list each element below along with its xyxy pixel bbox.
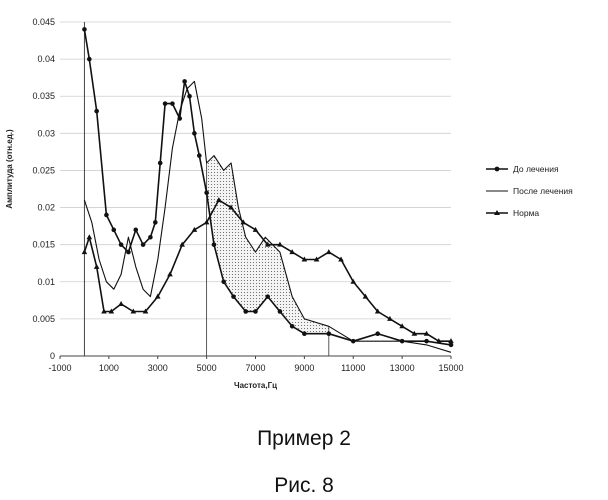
x-tick-label: 11000 (341, 363, 365, 373)
y-tick-label: 0.005 (32, 314, 55, 324)
y-axis-title: Амплитуда (отн.ед.) (5, 129, 14, 209)
x-tick-label: -1000 (48, 363, 71, 373)
legend-item: После лечения (486, 186, 573, 196)
x-tick-label: 5000 (197, 363, 217, 373)
data-point (94, 109, 99, 114)
legend: До лечения После лечения Норма (486, 164, 573, 218)
data-point (82, 249, 88, 254)
x-tick-label: 15000 (438, 363, 463, 373)
legend-label: До лечения (513, 164, 559, 174)
data-point (375, 331, 380, 336)
data-point (87, 234, 93, 239)
data-point (253, 309, 258, 314)
data-point (302, 331, 307, 336)
data-point (118, 301, 124, 306)
legend-marker (495, 167, 500, 172)
x-tick-label: 7000 (245, 363, 265, 373)
y-tick-label: 0.045 (32, 17, 55, 27)
data-point (265, 294, 270, 299)
y-tick-label: 0.015 (32, 240, 55, 250)
data-point (204, 190, 209, 195)
data-point (111, 228, 116, 233)
legend-label: Норма (513, 208, 539, 218)
data-point (163, 101, 168, 106)
x-tick-label: 13000 (390, 363, 415, 373)
data-point (167, 271, 173, 276)
data-point (424, 339, 429, 344)
data-point (221, 279, 226, 284)
data-point (327, 331, 332, 336)
data-point (449, 343, 454, 348)
data-point (187, 94, 192, 99)
x-axis-title: Частота,Гц (234, 381, 277, 390)
series-lines (82, 27, 454, 352)
y-tick-label: 0.03 (37, 128, 55, 138)
data-point (104, 213, 109, 218)
shaded-region (207, 157, 329, 356)
x-tick-label: 3000 (148, 363, 168, 373)
y-tick-label: 0.035 (32, 91, 55, 101)
data-point (212, 242, 217, 247)
data-point (133, 228, 138, 233)
data-point (326, 249, 332, 254)
caption-figure: Рис. 8 (0, 474, 608, 498)
x-tick-label: 1000 (99, 363, 119, 373)
data-point (141, 242, 146, 247)
chart: 0 0.005 0.01 0.015 0.02 0.025 0.03 0.035 0.04 0.0… (0, 0, 608, 420)
data-point (290, 324, 295, 329)
data-point (82, 27, 87, 32)
x-tick-label: 9000 (294, 363, 314, 373)
y-tick-label: 0.025 (32, 165, 55, 175)
axes: 0 0.005 0.01 0.015 0.02 0.025 0.03 0.035 0.04 0.0… (32, 17, 463, 373)
data-point (243, 309, 248, 314)
data-point (197, 153, 202, 158)
y-tick-label: 0.01 (37, 277, 55, 287)
data-point (170, 101, 175, 106)
legend-item: Норма (486, 208, 539, 218)
legend-item: До лечения (486, 164, 559, 174)
data-point (182, 79, 187, 84)
data-point (192, 131, 197, 136)
series-0 (82, 27, 453, 347)
y-tick-label: 0 (50, 351, 55, 361)
data-point (126, 250, 131, 255)
data-point (158, 161, 163, 166)
legend-label: После лечения (513, 186, 573, 196)
data-point (94, 264, 100, 269)
data-point (119, 242, 124, 247)
caption-example: Пример 2 (0, 427, 608, 451)
data-point (87, 57, 92, 62)
y-tick-label: 0.04 (37, 54, 55, 64)
y-tick-label: 0.02 (37, 203, 55, 213)
data-point (278, 309, 283, 314)
data-point (148, 235, 153, 240)
data-point (153, 220, 158, 225)
data-point (231, 294, 236, 299)
